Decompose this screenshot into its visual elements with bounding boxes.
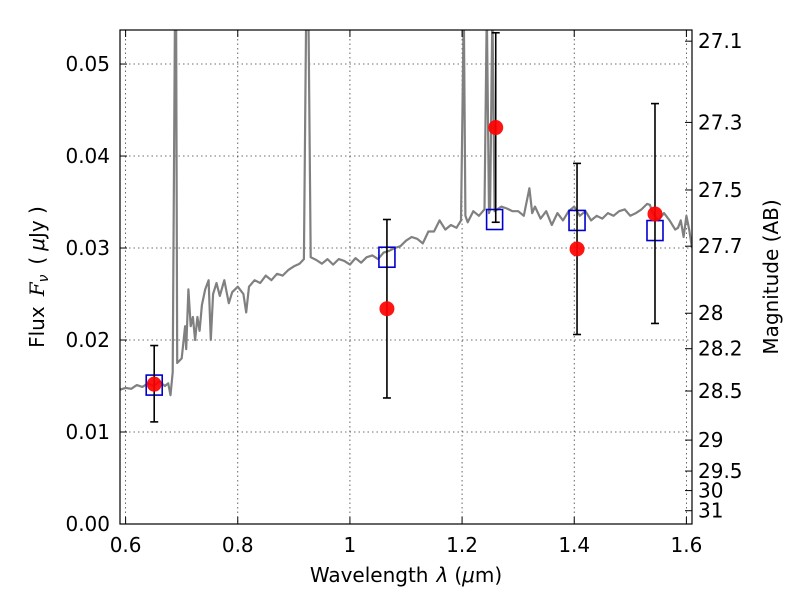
x-tick-label: 1.6 bbox=[670, 533, 702, 557]
mag-tick-label: 27.7 bbox=[698, 234, 743, 258]
y-axis-title: Flux Fν ( μJy ) bbox=[25, 206, 52, 348]
plot-frame bbox=[119, 29, 693, 525]
y-axis-title-unit-mu: μ bbox=[25, 238, 49, 252]
x-tick-label: 0.6 bbox=[110, 533, 142, 557]
mag-tick-label: 31 bbox=[698, 499, 723, 523]
x-tick-label: 1 bbox=[344, 533, 357, 557]
x-axis-title-symbol: λ bbox=[435, 563, 448, 587]
mag-tick-label: 28.2 bbox=[698, 337, 743, 361]
mag-tick-label: 29.5 bbox=[698, 459, 743, 483]
spectrum-line bbox=[120, 30, 692, 397]
x-axis-title-unit-mu: μ bbox=[461, 563, 475, 587]
mag-tick-label: 29 bbox=[698, 428, 723, 452]
x-tick-label: 0.8 bbox=[222, 533, 254, 557]
x-tick-label: 1.2 bbox=[446, 533, 478, 557]
x-axis-title-unit-open: ( bbox=[454, 563, 462, 587]
x-axis-title-unit-rest: m) bbox=[475, 563, 502, 587]
y-tick-label: 0.04 bbox=[65, 144, 110, 168]
mag-tick-label: 27.1 bbox=[698, 29, 743, 53]
observed-photometry-point bbox=[488, 120, 504, 136]
y-tick-label: 0.02 bbox=[65, 328, 110, 352]
mag-tick-label: 28.5 bbox=[698, 379, 743, 403]
observed-photometry-point bbox=[146, 376, 162, 392]
y2-axis-title: Magnitude (AB) bbox=[759, 199, 783, 354]
mag-tick-label: 27.3 bbox=[698, 110, 743, 134]
x-tick-label: 1.4 bbox=[558, 533, 590, 557]
x-axis-title: Wavelength λ (μm) bbox=[310, 563, 502, 587]
x-axis-title-text: Wavelength bbox=[310, 563, 429, 587]
mag-tick-label: 27.5 bbox=[698, 178, 743, 202]
observed-photometry-point bbox=[647, 206, 663, 222]
y-tick-label: 0.01 bbox=[65, 420, 110, 444]
observed-photometry-point bbox=[569, 241, 585, 257]
axis-ticks: 0.6 0.8 1 1.2 1.4 1.6 0.00 0.01 0.02 0.03 0.04 0.05… bbox=[65, 29, 742, 557]
model-photometry-square bbox=[485, 208, 504, 231]
mag-tick-label: 30 bbox=[698, 479, 723, 503]
y-axis-title-unit-rest: Jy ) bbox=[25, 206, 49, 240]
y-axis-title-sub: ν bbox=[36, 274, 52, 282]
plot-background bbox=[120, 30, 692, 524]
y-tick-label: 0.00 bbox=[65, 512, 110, 536]
y-axis-title-text: Flux bbox=[25, 306, 49, 348]
y-tick-label: 0.03 bbox=[65, 236, 110, 260]
y-axis-title-unit-open: ( bbox=[25, 257, 49, 265]
mag-tick-label: 28 bbox=[698, 301, 723, 325]
y-axis-title-symbol: F bbox=[25, 281, 49, 297]
y-tick-label: 0.05 bbox=[65, 52, 110, 76]
observed-photometry-point bbox=[379, 301, 395, 317]
plot-area bbox=[120, 30, 692, 423]
